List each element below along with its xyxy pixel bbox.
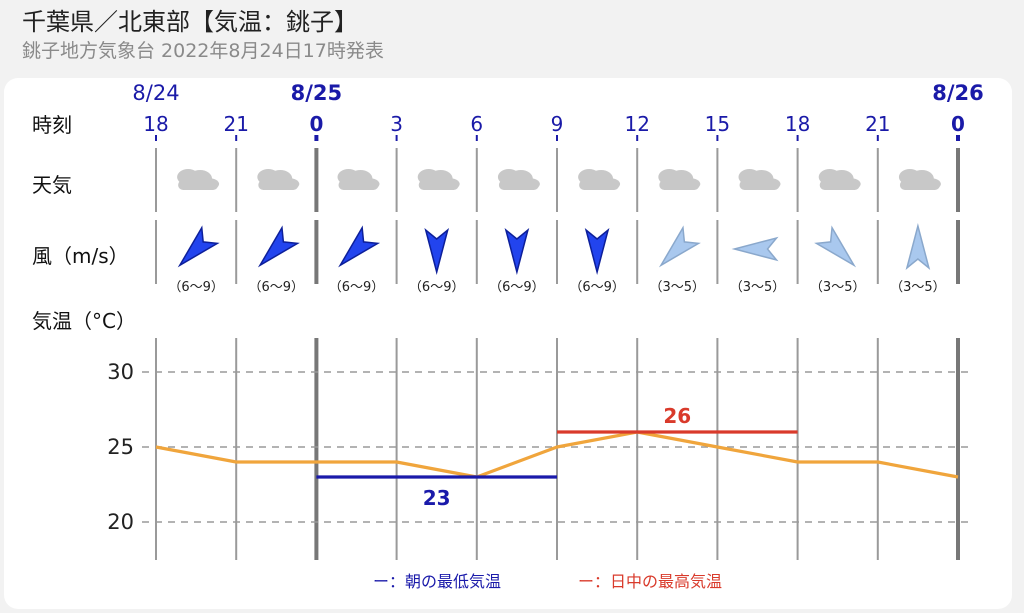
wind-arrow-icon	[424, 227, 450, 275]
y-tick-label: 25	[107, 435, 134, 459]
date-label: 8/24	[132, 81, 179, 105]
wind-arrow-icon	[731, 236, 779, 262]
issued-by-text: 銚子地方気象台 2022年8月24日17時発表	[22, 40, 384, 62]
wind-row-label: 風（m/s）	[32, 244, 129, 268]
wind-speed-label: （3～5）	[730, 280, 786, 295]
hour-label: 12	[624, 112, 649, 136]
wind-speed-label: （3～5）	[810, 280, 866, 295]
hour-label: 21	[865, 112, 890, 136]
y-tick-label: 30	[107, 360, 134, 384]
wind-speed-label: （3～5）	[650, 280, 706, 295]
page-title: 千葉県／北東部【気温：銚子】	[22, 8, 358, 36]
wind-speed-label: （3～5）	[890, 280, 946, 295]
wind-arrow-icon	[814, 225, 857, 268]
temp-row-label: 気温（°C）	[32, 309, 136, 333]
cloud-icon	[337, 169, 380, 190]
wind-arrow-icon	[658, 225, 701, 268]
y-tick-label: 20	[107, 510, 134, 534]
wind-arrow-icon	[177, 225, 220, 268]
wind-arrow-icon	[257, 225, 300, 268]
hour-label: 18	[785, 112, 810, 136]
wind-speed-label: （6～9）	[569, 280, 625, 295]
wind-speed-label: （6～9）	[409, 280, 465, 295]
cloud-icon	[738, 169, 781, 190]
wind-arrow-icon	[905, 223, 931, 271]
forecast-card	[4, 78, 1012, 609]
weather-row-label: 天気	[32, 173, 72, 197]
cloud-icon	[818, 169, 861, 190]
hour-label: 3	[390, 112, 403, 136]
hour-label: 21	[223, 112, 248, 136]
cloud-icon	[257, 169, 300, 190]
date-label: 8/26	[932, 81, 984, 105]
legend-max-temp: ー：日中の最高気温	[578, 572, 722, 591]
hour-row-label: 時刻	[32, 113, 72, 137]
wind-speed-label: （6～9）	[489, 280, 545, 295]
cloud-icon	[578, 169, 621, 190]
hour-label: 18	[143, 112, 168, 136]
cloud-icon	[177, 169, 220, 190]
wind-arrow-icon	[584, 227, 610, 275]
hour-label: 9	[551, 112, 564, 136]
wind-speed-label: （6～9）	[249, 280, 305, 295]
max-temp-label: 26	[663, 404, 691, 428]
cloud-icon	[898, 169, 941, 190]
wind-arrow-icon	[504, 227, 530, 275]
min-temp-label: 23	[423, 486, 451, 510]
cloud-icon	[658, 169, 701, 190]
cloud-icon	[417, 169, 460, 190]
hour-label: 6	[470, 112, 483, 136]
wind-speed-label: （6～9）	[168, 280, 224, 295]
cloud-icon	[497, 169, 540, 190]
hour-label: 15	[705, 112, 730, 136]
date-label: 8/25	[291, 81, 343, 105]
hour-label: 0	[951, 112, 965, 136]
legend-min-temp: ー：朝の最低気温	[373, 572, 501, 591]
wind-speed-label: （6～9）	[329, 280, 385, 295]
hour-label: 0	[309, 112, 323, 136]
wind-arrow-icon	[338, 225, 381, 268]
